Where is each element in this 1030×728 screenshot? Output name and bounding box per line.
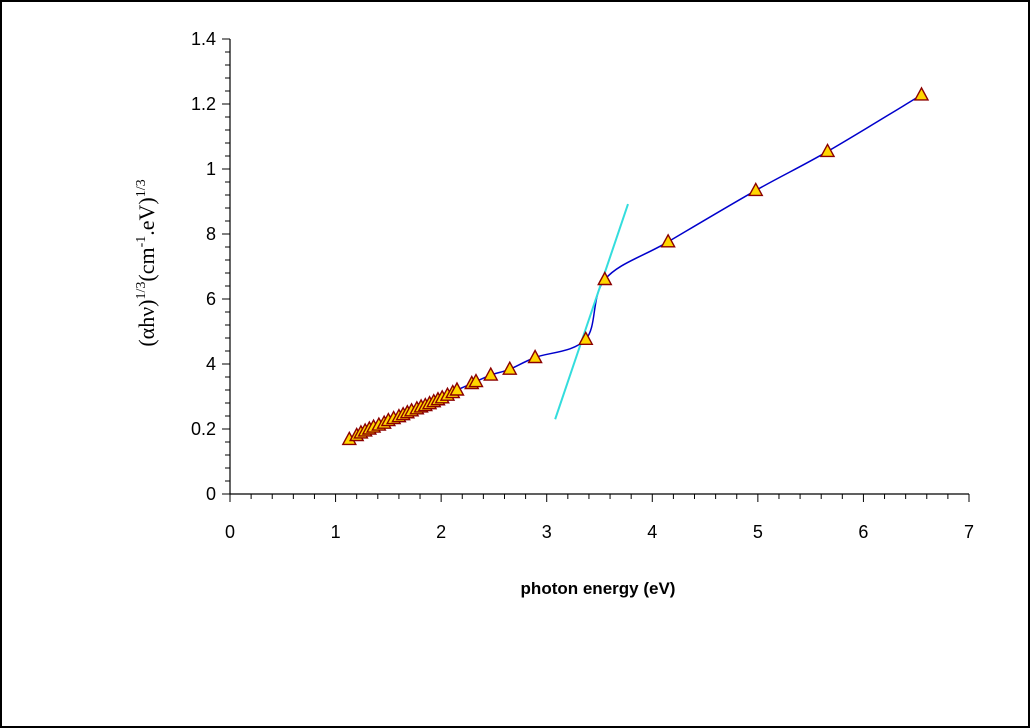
- y-tick-label: 6: [206, 289, 216, 309]
- x-tick-label: 6: [858, 522, 868, 542]
- data-point-marker: [660, 233, 676, 248]
- x-tick-label: 5: [753, 522, 763, 542]
- tangent-layer: [554, 203, 629, 420]
- x-tick-label: 2: [436, 522, 446, 542]
- y-label-exp2: -1: [134, 236, 149, 248]
- ticks: 0 1 2 3 4 5 6 7 0 0.2 4 6 8 1 1.2 1.4: [191, 29, 974, 542]
- data-point-marker: [483, 366, 499, 381]
- curve-layer: [348, 94, 922, 441]
- data-point-marker: [527, 349, 543, 364]
- y-label-base: (αhν): [134, 300, 159, 347]
- data-point-marker: [913, 86, 930, 101]
- y-tick-label: 0: [206, 484, 216, 504]
- y-label-exp1: 1/3: [134, 282, 149, 300]
- y-axis-label: (αhν)1/3(cm-1.eV)1/3: [134, 179, 159, 346]
- x-tick-label: 7: [964, 522, 974, 542]
- tangent-line: [554, 203, 629, 420]
- x-tick-label: 1: [331, 522, 341, 542]
- y-tick-label: 1.2: [191, 94, 216, 114]
- y-label-mid: (cm: [134, 247, 159, 281]
- x-tick-label: 3: [542, 522, 552, 542]
- y-tick-label: 4: [206, 354, 216, 374]
- y-tick-label: 0.2: [191, 419, 216, 439]
- y-tick-label: 1: [206, 159, 216, 179]
- x-tick-label: 4: [647, 522, 657, 542]
- data-point-marker: [468, 373, 484, 388]
- data-point-marker: [502, 360, 518, 375]
- x-axis-label: photon energy (eV): [521, 579, 676, 598]
- y-tick-label: 8: [206, 224, 216, 244]
- data-point-marker: [748, 181, 764, 197]
- axes: [229, 39, 969, 495]
- x-tick-label: 0: [225, 522, 235, 542]
- marker-layer: [341, 86, 930, 446]
- data-point-marker: [449, 381, 465, 396]
- data-point-marker: [819, 142, 836, 158]
- y-label-tail: .eV): [134, 197, 159, 235]
- y-label-exp3: 1/3: [134, 179, 149, 197]
- data-curve: [348, 94, 922, 441]
- y-tick-label: 1.4: [191, 29, 216, 49]
- data-point-marker: [578, 330, 594, 345]
- data-point-marker: [597, 271, 613, 286]
